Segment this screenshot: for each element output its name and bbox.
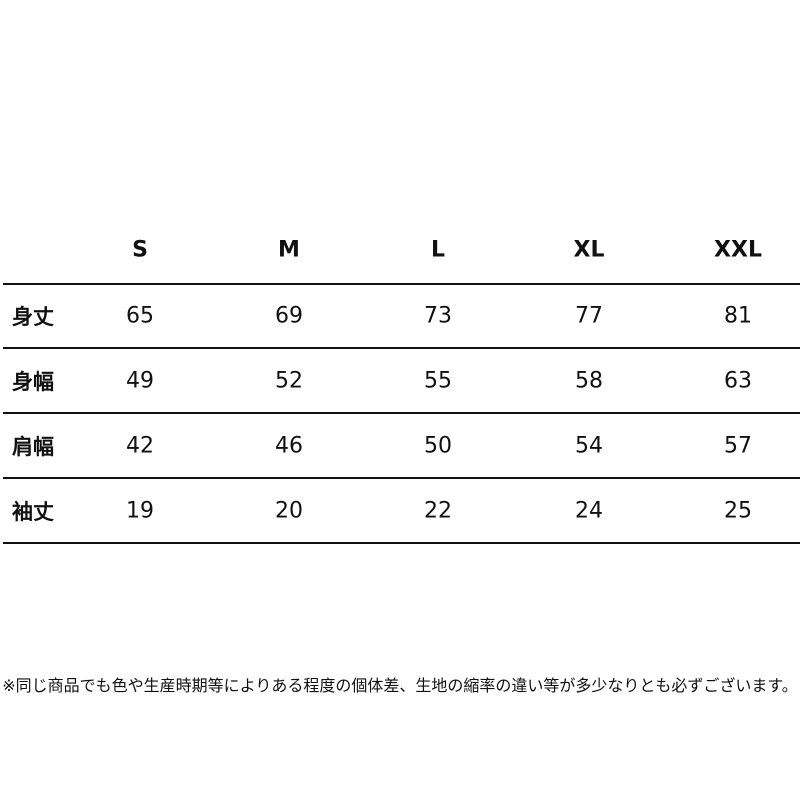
table-cell: 57	[724, 433, 752, 459]
table-cell: 58	[575, 368, 603, 394]
table-cell: 73	[424, 303, 452, 329]
column-header: XXL	[714, 237, 762, 263]
table-cell: 63	[724, 368, 752, 394]
column-header: L	[430, 237, 446, 263]
table-cell: 81	[724, 303, 752, 329]
table-cell: 49	[126, 368, 154, 394]
row-divider	[3, 347, 800, 349]
note: ※同じ商品でも色や生産時期等によりある程度の個体差、生地の縮率の違い等が多少なり…	[2, 676, 798, 695]
row-label: 肩幅	[12, 435, 54, 459]
table-cell: 25	[724, 498, 752, 524]
table-cell: 52	[275, 368, 303, 394]
table-cell: 65	[126, 303, 154, 329]
table-cell: 46	[275, 433, 303, 459]
row-divider	[3, 542, 800, 544]
table-cell: 24	[575, 498, 603, 524]
row-label: 身幅	[12, 370, 54, 394]
table-cell: 22	[424, 498, 452, 524]
table-cell: 55	[424, 368, 452, 394]
table-cell: 42	[126, 433, 154, 459]
table-cell: 54	[575, 433, 603, 459]
table-cell: 50	[424, 433, 452, 459]
column-header: S	[132, 237, 148, 263]
table-cell: 19	[126, 498, 154, 524]
row-divider	[3, 477, 800, 479]
table-cell: 20	[275, 498, 303, 524]
table-cell: 69	[275, 303, 303, 329]
row-label: 身丈	[12, 305, 54, 329]
table-cell: 77	[575, 303, 603, 329]
row-label: 袖丈	[12, 500, 54, 524]
row-divider	[3, 283, 800, 285]
column-header: XL	[573, 237, 605, 263]
row-divider	[3, 412, 800, 414]
column-header: M	[278, 237, 300, 263]
